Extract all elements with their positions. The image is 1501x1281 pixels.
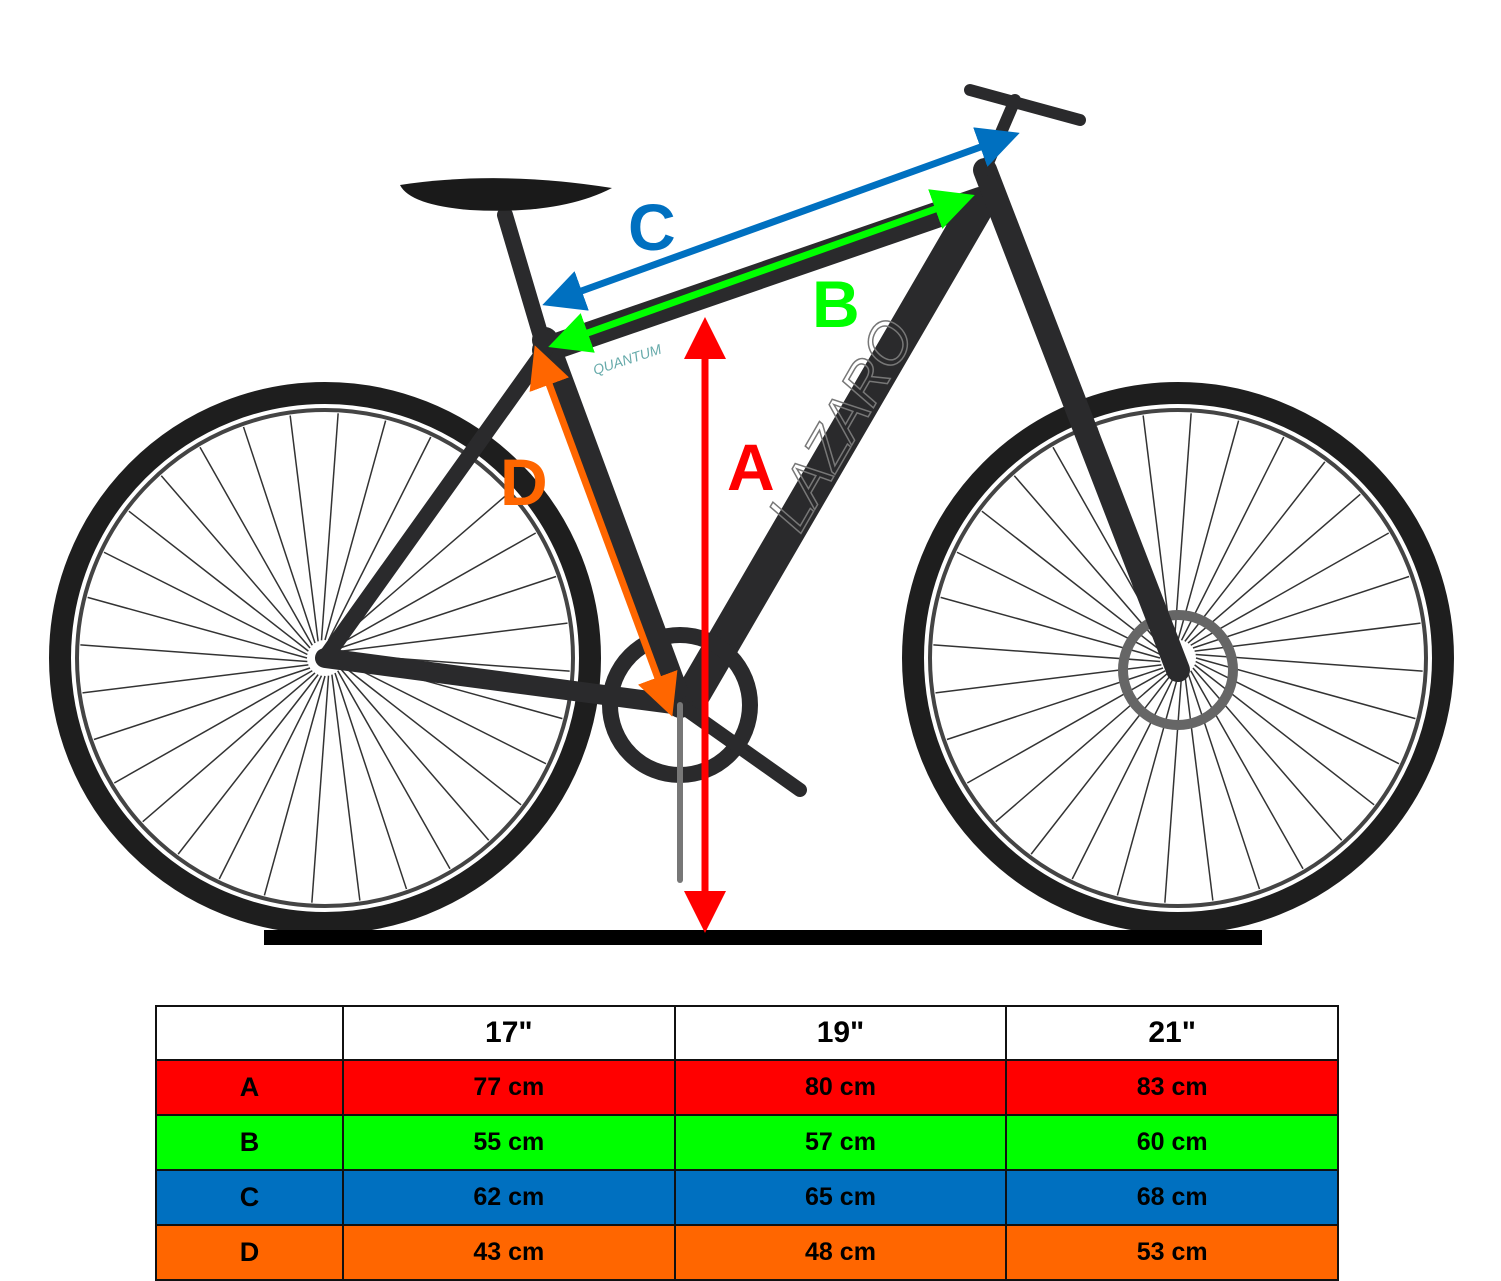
table-cell: 68 cm bbox=[1005, 1169, 1339, 1226]
spoke bbox=[263, 675, 326, 896]
table-cell: 80 cm bbox=[673, 1059, 1008, 1116]
spoke bbox=[1013, 475, 1164, 649]
arrow-d bbox=[529, 345, 678, 717]
spoke bbox=[1116, 675, 1179, 896]
table-row: C 62 cm 65 cm 68 cm bbox=[155, 1169, 1339, 1226]
spoke bbox=[981, 510, 1162, 652]
frame-brand-logo: LAZARO bbox=[755, 308, 927, 541]
spoke bbox=[1177, 420, 1240, 641]
spoke bbox=[128, 510, 309, 652]
label-b: B bbox=[812, 267, 860, 341]
front-wheel bbox=[902, 382, 1454, 934]
spoke bbox=[1195, 660, 1400, 765]
table-cell: 60 cm bbox=[1005, 1114, 1339, 1171]
frame-model-logo: QUANTUM bbox=[591, 341, 664, 378]
table-cell: 57 cm bbox=[673, 1114, 1008, 1171]
spoke bbox=[331, 674, 361, 901]
spoke bbox=[160, 475, 311, 649]
spoke bbox=[177, 674, 319, 855]
label-c: C bbox=[628, 190, 676, 264]
table-cell: 53 cm bbox=[1005, 1224, 1339, 1281]
spoke bbox=[1194, 664, 1375, 806]
spoke bbox=[218, 675, 323, 880]
spoke bbox=[341, 664, 522, 806]
spoke bbox=[334, 672, 408, 890]
spoke bbox=[324, 420, 387, 641]
saddle bbox=[400, 178, 612, 211]
table-row: B 55 cm 57 cm 60 cm bbox=[155, 1114, 1339, 1171]
table-cell: 48 cm bbox=[673, 1224, 1008, 1281]
spoke bbox=[289, 415, 319, 642]
spoke bbox=[320, 413, 339, 641]
arrow-b bbox=[548, 189, 975, 353]
header-cell: 17" bbox=[342, 1005, 676, 1061]
spoke bbox=[995, 672, 1169, 823]
measurement-arrows bbox=[529, 127, 1020, 933]
spoke bbox=[339, 575, 557, 649]
spoke bbox=[1184, 461, 1326, 642]
size-table: 17" 19" 21" A 77 cm 80 cm 83 cm B 55 cm … bbox=[155, 1005, 1339, 1281]
spoke bbox=[142, 672, 316, 823]
spoke bbox=[341, 622, 568, 652]
spoke bbox=[1187, 672, 1261, 890]
spoke bbox=[311, 675, 330, 903]
spoke bbox=[966, 670, 1166, 784]
row-label: C bbox=[155, 1169, 344, 1226]
spoke bbox=[1192, 575, 1410, 649]
table-cell: 83 cm bbox=[1005, 1059, 1339, 1116]
spoke bbox=[956, 551, 1161, 656]
spoke bbox=[342, 660, 547, 765]
table-row: A 77 cm 80 cm 83 cm bbox=[155, 1059, 1339, 1116]
header-cell: 21" bbox=[1005, 1005, 1339, 1061]
label-a: A bbox=[727, 430, 775, 504]
spoke bbox=[1071, 675, 1176, 880]
spoke bbox=[337, 670, 451, 870]
spoke bbox=[1184, 674, 1214, 901]
ground-line bbox=[264, 930, 1262, 945]
spoke bbox=[1192, 667, 1343, 841]
spoke bbox=[199, 446, 313, 646]
row-label: A bbox=[155, 1059, 344, 1116]
spoke bbox=[1187, 493, 1361, 644]
header-cell bbox=[155, 1005, 344, 1061]
table-header-row: 17" 19" 21" bbox=[155, 1005, 1339, 1061]
table-cell: 62 cm bbox=[342, 1169, 676, 1226]
spoke bbox=[337, 532, 537, 646]
spoke bbox=[1190, 532, 1390, 646]
spoke bbox=[1142, 415, 1172, 642]
label-d: D bbox=[500, 445, 548, 519]
table-row: D 43 cm 48 cm 53 cm bbox=[155, 1224, 1339, 1281]
table-cell: 77 cm bbox=[342, 1059, 676, 1116]
spoke bbox=[93, 667, 311, 741]
header-cell: 19" bbox=[673, 1005, 1008, 1061]
table-cell: 65 cm bbox=[673, 1169, 1008, 1226]
spoke bbox=[82, 664, 309, 694]
spoke bbox=[87, 596, 308, 659]
spoke bbox=[1173, 413, 1192, 641]
table-cell: 55 cm bbox=[342, 1114, 676, 1171]
bike-diagram: LAZARO QUANTUM A B C D bbox=[49, 84, 1454, 945]
table-cell: 43 cm bbox=[342, 1224, 676, 1281]
spoke bbox=[1190, 670, 1304, 870]
spoke bbox=[1180, 436, 1285, 641]
spoke bbox=[327, 436, 432, 641]
spoke bbox=[113, 670, 313, 784]
spoke bbox=[1164, 675, 1183, 903]
row-label: B bbox=[155, 1114, 344, 1171]
spoke bbox=[1030, 674, 1172, 855]
spoke bbox=[103, 551, 308, 656]
disc-rotor bbox=[1118, 610, 1238, 730]
row-label: D bbox=[155, 1224, 344, 1281]
spoke bbox=[80, 644, 308, 663]
spoke bbox=[242, 426, 316, 644]
spoke bbox=[339, 667, 490, 841]
spoke bbox=[334, 493, 508, 644]
